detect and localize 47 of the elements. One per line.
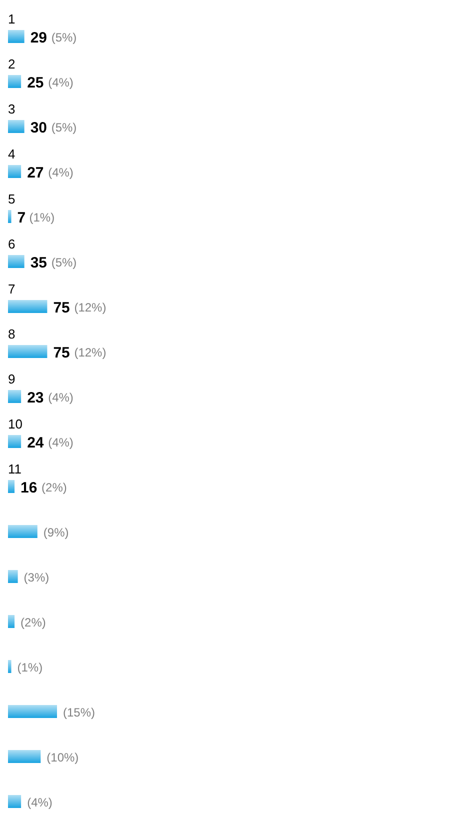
- data-label: (3%): [24, 570, 50, 584]
- bar: [8, 705, 57, 718]
- bar: [8, 210, 12, 223]
- text: 27 (4%): [27, 164, 74, 182]
- text: 29 (5%): [30, 30, 77, 46]
- text: 75 (12%): [53, 300, 106, 316]
- y-tick-label: 5: [8, 192, 16, 206]
- bar: [8, 345, 48, 358]
- bar: [8, 570, 18, 583]
- text: 25 (4%): [27, 74, 74, 92]
- text: 23 (4%): [27, 390, 74, 406]
- bar: [8, 30, 24, 43]
- bar: [8, 525, 38, 538]
- text: 75 (12%): [53, 344, 106, 362]
- bar: [8, 660, 12, 673]
- text: 7 (1%): [17, 210, 55, 226]
- bar: [8, 300, 48, 313]
- text: 16 (2%): [20, 480, 67, 496]
- text: 24 (4%): [27, 434, 74, 452]
- bar: [8, 75, 22, 88]
- bar: [8, 435, 22, 448]
- y-tick-label: 9: [8, 372, 16, 386]
- y-tick-label: 1: [8, 12, 16, 26]
- data-label: (15%): [63, 706, 96, 720]
- bar: [8, 480, 15, 493]
- y-tick-label: 6: [8, 236, 16, 252]
- y-tick-label: 11: [8, 462, 22, 476]
- bar: [8, 390, 22, 403]
- y-tick-label: 3: [8, 102, 16, 116]
- data-label: (1%): [17, 660, 43, 674]
- bar: [8, 615, 15, 628]
- y-tick-label: 4: [8, 146, 16, 162]
- y-tick-label: 2: [8, 56, 16, 72]
- y-tick-label: 7: [8, 282, 16, 296]
- y-tick-label: 10: [8, 416, 22, 432]
- text: 30 (5%): [30, 120, 77, 136]
- bar: [8, 120, 24, 133]
- data-label: (10%): [46, 750, 79, 764]
- data-label: (9%): [43, 526, 69, 540]
- bar: [8, 255, 24, 268]
- data-label: (4%): [27, 796, 52, 810]
- text: 35 (5%): [30, 254, 77, 272]
- y-tick-label: 8: [8, 326, 16, 342]
- bar: [8, 750, 41, 763]
- data-label: (2%): [20, 616, 46, 630]
- bar: [8, 795, 22, 808]
- bar: [8, 165, 22, 178]
